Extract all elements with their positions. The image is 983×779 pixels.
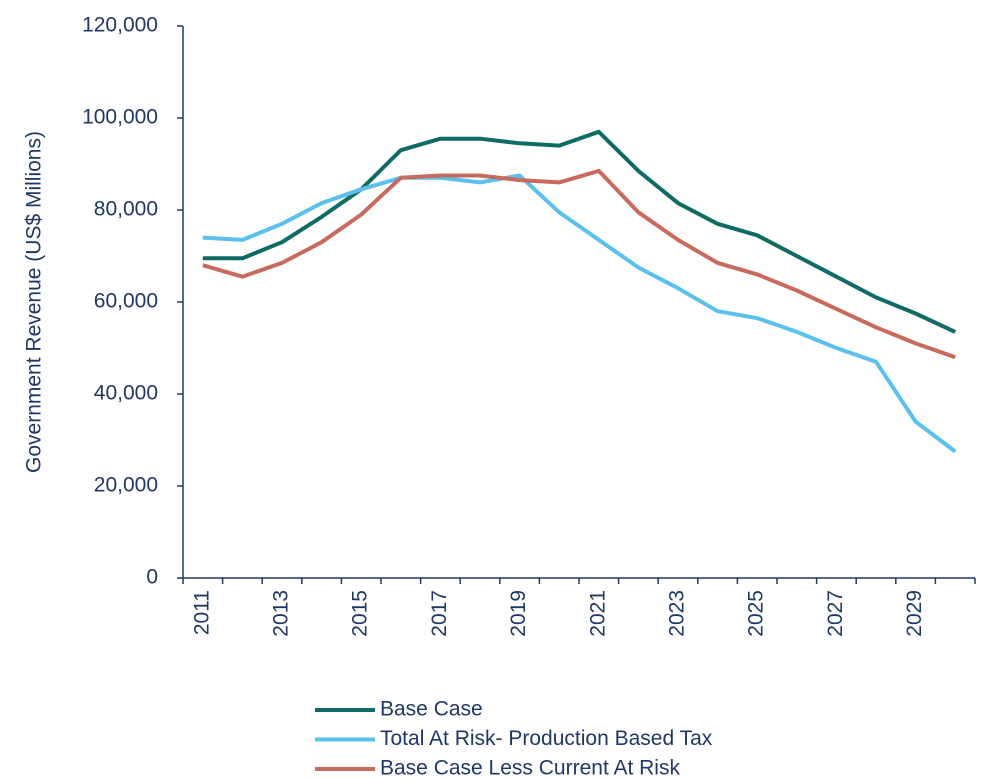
- series-line: [202, 173, 957, 454]
- series-line: [202, 129, 957, 334]
- legend-label: Base Case Less Current At Risk: [380, 757, 680, 779]
- x-tick-label: 2021: [586, 590, 609, 637]
- x-tick-label: 2019: [507, 590, 530, 637]
- y-tick-label: 0: [146, 566, 158, 589]
- x-tick-label: 2013: [270, 590, 293, 637]
- x-tick-label: 2027: [824, 590, 847, 637]
- x-tick-label: 2029: [903, 590, 926, 637]
- x-tick-label: 2011: [190, 590, 213, 635]
- y-tick-label: 100,000: [82, 106, 158, 129]
- x-tick-label: 2017: [428, 590, 451, 637]
- y-tick-label: 20,000: [94, 474, 158, 497]
- series-line: [202, 168, 956, 360]
- x-tick-label: 2025: [745, 590, 768, 637]
- y-tick-label: 80,000: [94, 198, 158, 221]
- y-tick-label: 40,000: [94, 382, 158, 405]
- y-axis-label: Government Revenue (US$ Millions): [23, 131, 46, 473]
- y-tick-label: 120,000: [82, 14, 158, 37]
- legend-label: Total At Risk- Production Based Tax: [380, 727, 713, 750]
- x-tick-label: 2023: [666, 590, 689, 637]
- legend-label: Base Case: [380, 698, 483, 721]
- y-tick-label: 60,000: [94, 290, 158, 313]
- x-tick-label: 2015: [349, 590, 372, 637]
